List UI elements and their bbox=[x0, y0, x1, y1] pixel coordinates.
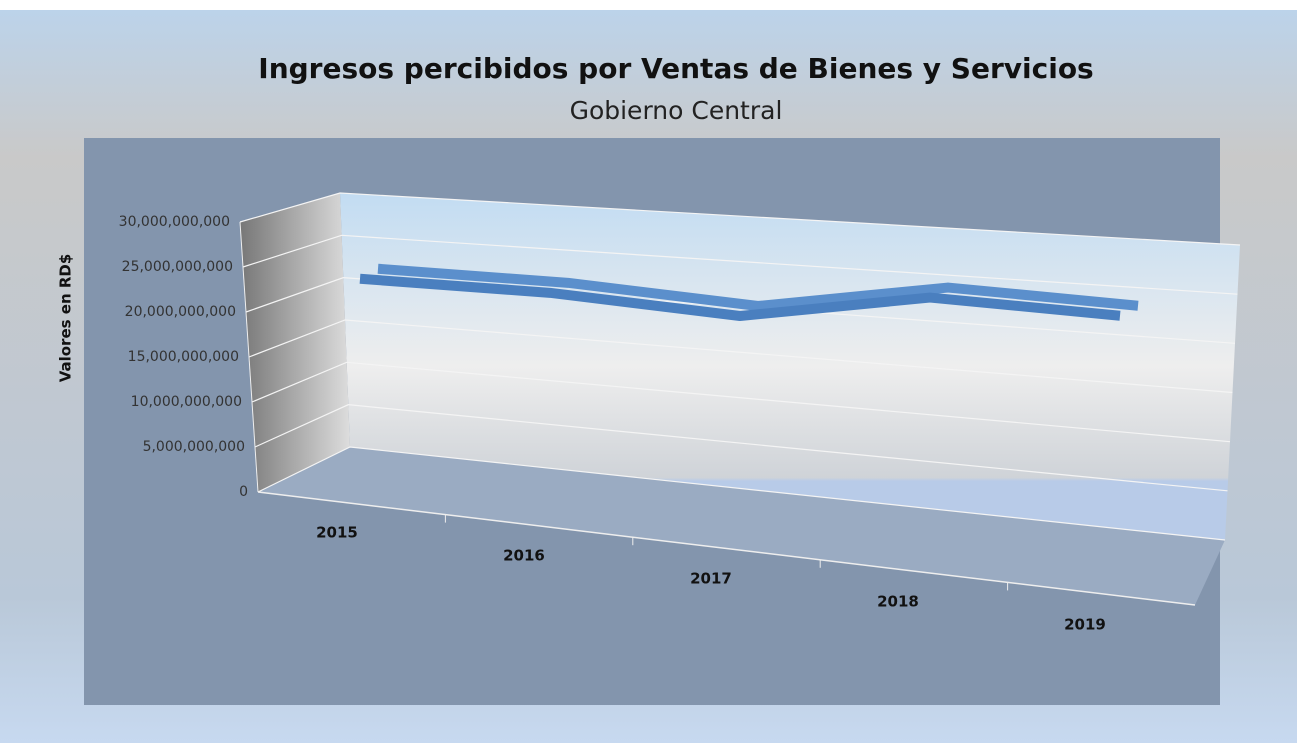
chart-title: Ingresos percibidos por Ventas de Bienes… bbox=[258, 52, 1093, 85]
x-tick-label: 2019 bbox=[1064, 616, 1106, 634]
y-tick-label: 15,000,000,000 bbox=[128, 349, 239, 365]
grid-line bbox=[251, 361, 1231, 443]
chart-subtitle: Gobierno Central bbox=[570, 96, 783, 125]
x-tick-label: 2017 bbox=[690, 570, 732, 588]
x-tick-label: 2018 bbox=[877, 593, 919, 611]
y-axis bbox=[239, 221, 259, 493]
grid-line bbox=[257, 446, 1226, 541]
x-tick-label: 2016 bbox=[503, 547, 545, 565]
y-tick-label: 25,000,000,000 bbox=[122, 259, 233, 275]
floor bbox=[258, 447, 1225, 605]
x-tick-label: 2015 bbox=[316, 524, 358, 542]
grid-line bbox=[254, 404, 1228, 492]
side-wall bbox=[240, 193, 350, 492]
grid-line bbox=[245, 277, 1236, 344]
line-ribbon-top bbox=[377, 263, 1139, 311]
grid-line bbox=[239, 192, 1241, 246]
x-axis bbox=[257, 491, 1196, 606]
y-tick-label: 30,000,000,000 bbox=[119, 214, 230, 230]
y-tick-label: 5,000,000,000 bbox=[143, 439, 245, 455]
grid-line bbox=[248, 319, 1233, 394]
y-tick-label: 20,000,000,000 bbox=[125, 304, 236, 320]
series-line bbox=[359, 273, 1121, 321]
y-axis-label: Valores en RD$ bbox=[57, 254, 75, 383]
y-tick-label: 10,000,000,000 bbox=[131, 394, 242, 410]
grid-line bbox=[242, 234, 1238, 295]
y-tick-label: 0 bbox=[239, 484, 248, 500]
